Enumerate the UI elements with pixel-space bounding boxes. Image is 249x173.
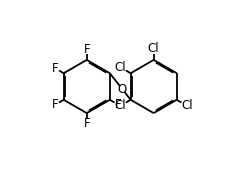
Text: F: F: [52, 98, 59, 111]
Text: Cl: Cl: [115, 99, 126, 112]
Text: F: F: [52, 62, 59, 75]
Text: Cl: Cl: [181, 99, 193, 112]
Text: Cl: Cl: [115, 61, 126, 74]
Text: O: O: [118, 83, 127, 96]
Text: F: F: [83, 43, 90, 56]
Text: Cl: Cl: [148, 42, 160, 55]
Text: F: F: [115, 98, 122, 111]
Text: F: F: [83, 117, 90, 130]
